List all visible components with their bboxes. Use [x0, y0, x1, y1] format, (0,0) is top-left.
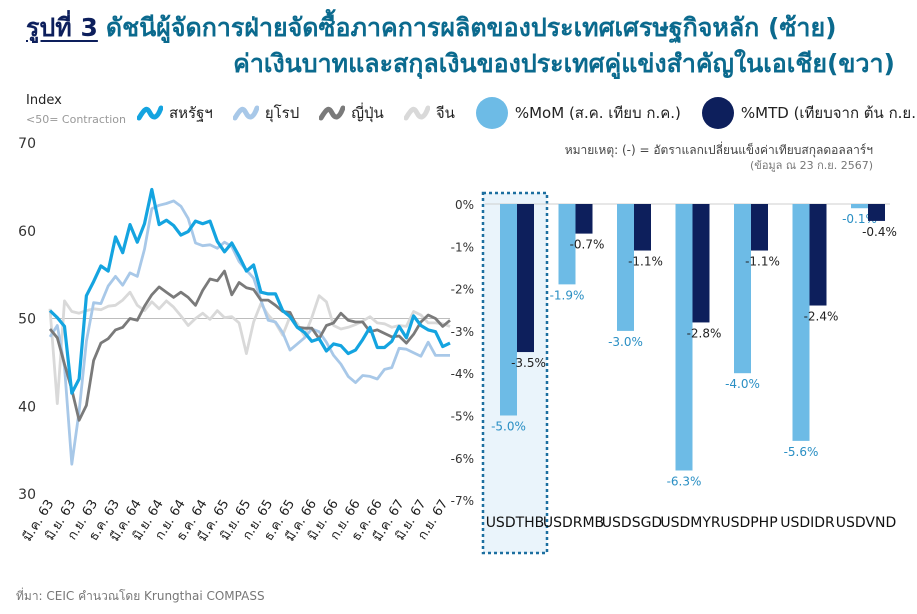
legend-line-icon	[232, 105, 259, 121]
legend-label: %MTD (เทียบจาก ต้น ก.ย.)	[740, 104, 917, 122]
y-tick-label: 70	[18, 136, 36, 152]
category-label: USDVND	[836, 515, 897, 531]
bar-USDMYR-0	[675, 204, 693, 471]
legend-line-icon	[137, 105, 163, 121]
bar-chart: 0% -1% -2% -3% -4% -5% -6% -7% -5.0% -3.5% USDTHB -…	[451, 191, 897, 555]
data-label: -3.5%	[511, 356, 546, 370]
legend-item: %MoM (ส.ค. เทียบ ก.ค.)	[475, 96, 681, 130]
legend-label: สหรัฐฯ	[169, 104, 213, 122]
category-label: USDSGD	[602, 515, 662, 531]
bar-USDPHP-1	[751, 204, 768, 251]
category-label: USDMYR	[660, 515, 721, 531]
series-line-1	[48, 199, 450, 466]
data-label: -5.0%	[491, 420, 526, 434]
data-label: -2.8%	[687, 326, 722, 340]
bar-USDVND-1	[868, 204, 885, 221]
y-tick-label: -7%	[451, 494, 474, 508]
y-tick-label: -5%	[451, 410, 474, 424]
data-label: -6.3%	[667, 474, 702, 488]
bar-USDRMB-0	[558, 204, 576, 285]
y-tick-label: -4%	[451, 367, 474, 381]
bar-USDVND-0	[851, 204, 868, 209]
y-tick-label: -1%	[451, 240, 474, 254]
chart-title-line1: รูปที่ 3 ดัชนีผู้จัดการฝ่ายจัดซื้อภาคการผ…	[26, 8, 837, 48]
legend-item: ยุโรป	[232, 101, 300, 125]
legend-label: จีน	[435, 104, 455, 122]
legend-item: สหรัฐฯ	[137, 101, 213, 125]
legend-item: ญี่ปุ่น	[319, 101, 384, 125]
category-label: USDPHP	[720, 515, 777, 531]
y-tick-label: -2%	[451, 283, 474, 297]
y-tick-label: 0%	[455, 198, 474, 212]
y-tick-label: -3%	[451, 325, 474, 339]
series-line-3	[48, 290, 451, 405]
category-label: USDIDR	[780, 515, 835, 531]
legend-label: ยุโรป	[264, 104, 300, 122]
data-label: -1.9%	[550, 288, 585, 302]
legend-dot-icon	[475, 97, 508, 129]
legend-item: %MTD (เทียบจาก ต้น ก.ย.)	[701, 96, 917, 130]
category-label: USDRMB	[543, 515, 604, 531]
left-axis-note: <50= Contraction	[26, 113, 127, 126]
data-label: -3.0%	[608, 335, 643, 349]
y-tick-label: 40	[18, 399, 36, 415]
legend: สหรัฐฯ ยุโรป ญี่ปุ่น จีน %MoM (ส.ค. เทียบ ก.…	[137, 96, 917, 130]
data-label: -0.4%	[862, 225, 897, 239]
bar-USDIDR-0	[792, 204, 810, 441]
data-label: -1.1%	[745, 255, 780, 269]
left-axis-label: Index	[26, 93, 62, 108]
data-label: -1.1%	[628, 255, 663, 269]
legend-line-icon	[403, 105, 430, 121]
bar-USDTHB-0	[500, 204, 517, 416]
data-label: -4.0%	[725, 377, 760, 391]
chart-title-line2: ค่าเงินบาทและสกุลเงินของประเทศคู่แข่งสำค…	[233, 49, 895, 78]
y-tick-label: -6%	[451, 452, 474, 466]
legend-line-icon	[319, 105, 346, 121]
category-label: USDTHB	[486, 515, 545, 531]
bar-USDRMB-1	[575, 204, 593, 234]
y-tick-label: 60	[18, 224, 36, 240]
bar-USDMYR-1	[692, 204, 710, 323]
figure-label: รูปที่ 3	[26, 13, 98, 42]
legend-label: ญี่ปุ่น	[351, 104, 384, 122]
bar-USDPHP-0	[734, 204, 751, 374]
data-label: -0.7%	[570, 238, 605, 252]
y-tick-label: 50	[18, 312, 36, 328]
note-text: หมายเหตุ: (-) = อัตราแลกเปลี่ยนแข็งค่าเท…	[564, 143, 873, 157]
legend-item: จีน	[403, 101, 455, 125]
bar-USDTHB-1	[517, 204, 534, 353]
bar-USDSGD-1	[634, 204, 651, 251]
series-line-2	[48, 269, 451, 422]
legend-dot-icon	[701, 97, 734, 129]
y-tick-label: 30	[18, 487, 36, 503]
note-date: (ข้อมูล ณ 23 ก.ย. 2567)	[750, 159, 873, 172]
bar-USDSGD-0	[617, 204, 634, 331]
data-label: -2.4%	[804, 310, 839, 324]
legend-label: %MoM (ส.ค. เทียบ ก.ค.)	[514, 104, 681, 122]
data-label: -5.6%	[784, 445, 819, 459]
series-line-0	[48, 187, 451, 395]
source-text: ที่มา: CEIC คำนวณโดย Krungthai COMPASS	[16, 589, 265, 603]
bar-USDIDR-1	[809, 204, 827, 306]
title-text-line1: ดัชนีผู้จัดการฝ่ายจัดซื้อภาคการผลิตของปร…	[105, 13, 837, 42]
